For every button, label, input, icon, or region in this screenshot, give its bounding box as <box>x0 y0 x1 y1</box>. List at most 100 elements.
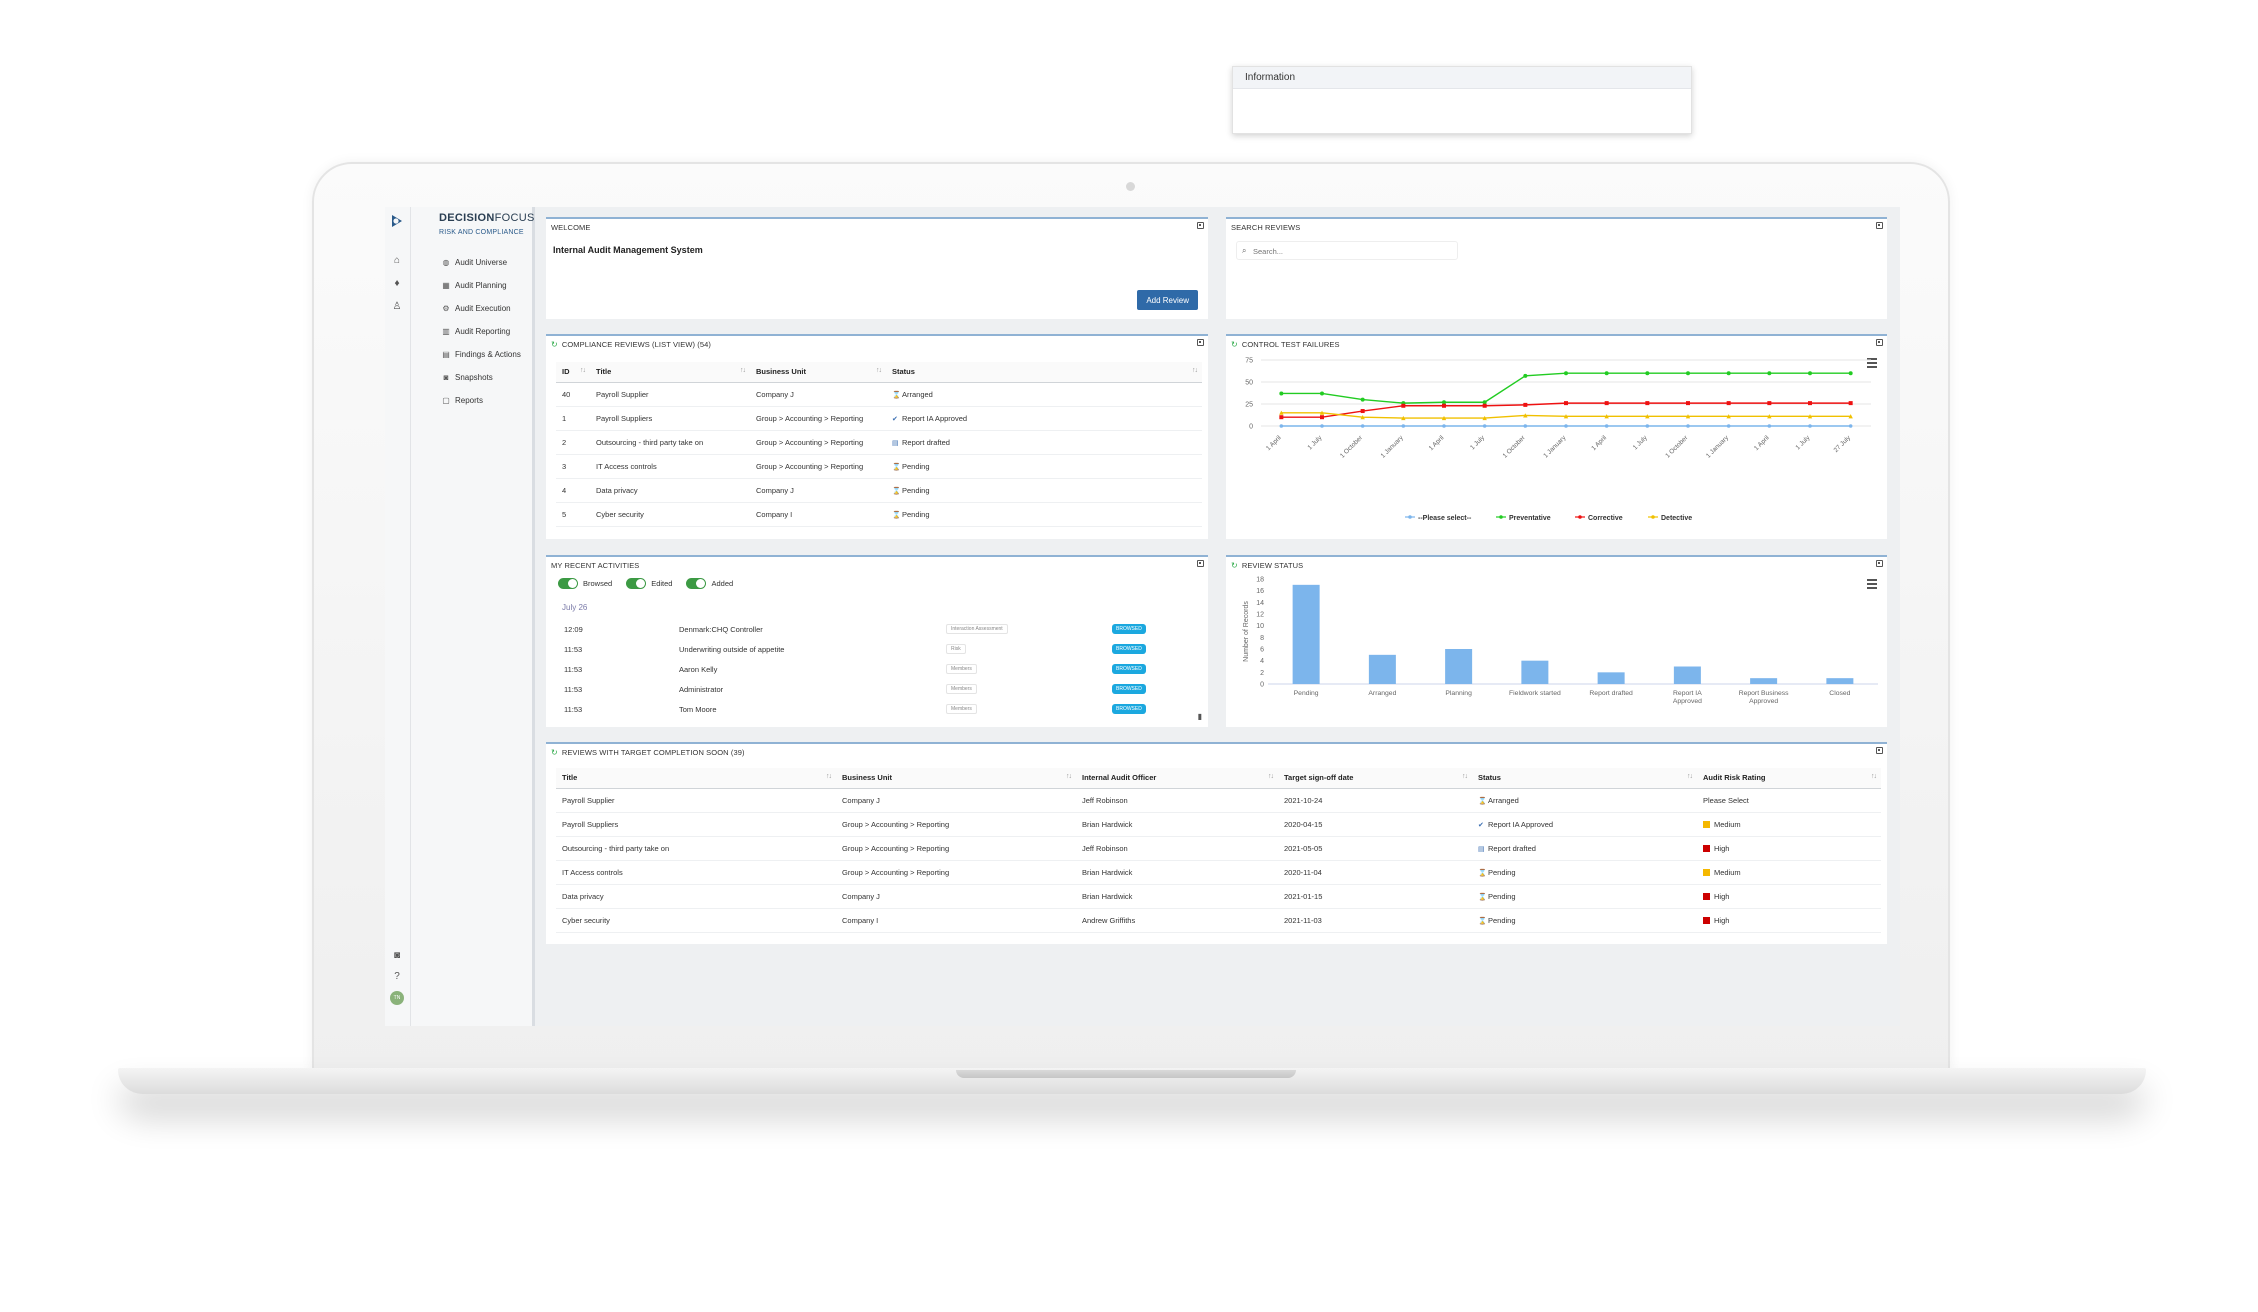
maximize-icon[interactable] <box>1197 222 1204 229</box>
sidebar-item-reports[interactable]: ▢ Reports <box>440 389 555 412</box>
table-row[interactable]: Outsourcing - third party take on Group >… <box>556 836 1881 861</box>
sort-icon[interactable]: ↑↓ <box>876 367 882 374</box>
refresh-icon[interactable]: ↻ <box>551 340 558 349</box>
toggle-edited[interactable]: Edited <box>626 578 672 589</box>
home-icon[interactable]: ⌂ <box>393 255 401 266</box>
search-input[interactable] <box>1253 244 1448 258</box>
information-popup: Information <box>1232 66 1692 134</box>
sort-icon[interactable]: ↑↓ <box>1066 773 1072 780</box>
sidebar-item-snapshots[interactable]: ◙ Snapshots <box>440 366 555 389</box>
data-point <box>1320 391 1324 396</box>
table-row[interactable]: Data privacy Company J Brian Hardwick 2021-… <box>556 884 1881 909</box>
icon-bar: ⌂ ♦ ♙ ◙ ? TN <box>385 207 411 1026</box>
sort-icon[interactable]: ↑↓ <box>580 367 586 374</box>
sort-icon[interactable]: ↑↓ <box>826 773 832 780</box>
table-row[interactable]: 5 Cyber security Company I ⌛Pending <box>556 502 1202 527</box>
refresh-icon[interactable]: ↻ <box>1231 561 1238 570</box>
chart-menu-icon[interactable] <box>1867 579 1877 591</box>
bar <box>1597 672 1625 684</box>
help-icon[interactable]: ? <box>394 971 400 982</box>
table-row[interactable]: 3 IT Access controls Group > Accounting > … <box>556 454 1202 479</box>
toggle-label: Added <box>711 579 734 588</box>
maximize-icon[interactable] <box>1876 747 1883 754</box>
sort-icon[interactable]: ↑↓ <box>1462 773 1468 780</box>
sort-icon[interactable]: ↑↓ <box>1268 773 1274 780</box>
decisionfocus-logo <box>392 215 402 227</box>
trash-icon[interactable]: ▮ <box>1197 712 1202 721</box>
list-item[interactable]: 11:53 Aaron Kelly Members BROWSED <box>564 661 1204 681</box>
panel-title: SEARCH REVIEWS <box>1231 223 1301 232</box>
sidebar-item-findings-actions[interactable]: ▤ Findings & Actions <box>440 343 555 366</box>
column-header[interactable]: Business Unit ↑↓ <box>836 768 1076 789</box>
sort-icon[interactable]: ↑↓ <box>1687 773 1693 780</box>
maximize-icon[interactable] <box>1197 339 1204 346</box>
chart-menu-icon[interactable] <box>1867 358 1877 370</box>
table-row[interactable]: 1 Payroll Suppliers Group > Accounting > R… <box>556 406 1202 431</box>
user-icon[interactable]: ♙ <box>392 301 402 312</box>
table-row[interactable]: 2 Outsourcing - third party take on Group … <box>556 430 1202 455</box>
table-row[interactable]: 4 Data privacy Company J ⌛Pending <box>556 478 1202 503</box>
activity-name[interactable]: Aaron Kelly <box>679 665 718 674</box>
sidebar-item-audit-planning[interactable]: ▦ Audit Planning <box>440 274 555 297</box>
globe-icon: ◍ <box>442 258 450 267</box>
column-header[interactable]: Internal Audit Officer ↑↓ <box>1076 768 1278 789</box>
column-header[interactable]: Business Unit ↑↓ <box>750 362 886 383</box>
cell-id: 5 <box>556 502 590 527</box>
column-header[interactable]: Status ↑↓ <box>1472 768 1697 789</box>
column-header[interactable]: Status ↑↓ <box>886 362 1202 383</box>
table-row[interactable]: Payroll Supplier Company J Jeff Robinson 20… <box>556 788 1881 813</box>
toggle-label: Edited <box>651 579 673 588</box>
camera-icon[interactable]: ◙ <box>393 950 401 961</box>
refresh-icon[interactable]: ↻ <box>1231 340 1238 349</box>
toggle-switch[interactable] <box>686 578 707 589</box>
sort-icon[interactable]: ↑↓ <box>1871 773 1877 780</box>
column-header[interactable]: Audit Risk Rating ↑↓ <box>1697 768 1881 789</box>
toggle-switch[interactable] <box>626 578 647 589</box>
status-pending-icon: ⌛ <box>1478 869 1487 877</box>
table-row[interactable]: Cyber security Company I Andrew Griffiths 2… <box>556 908 1881 933</box>
cell-unit: Company J <box>836 884 1076 909</box>
column-header[interactable]: ID ↑↓ <box>556 362 590 383</box>
column-header[interactable]: Title ↑↓ <box>556 768 836 789</box>
column-header[interactable]: Target sign-off date ↑↓ <box>1278 768 1472 789</box>
list-item[interactable]: 11:53 Tom Moore Members BROWSED <box>564 701 1204 721</box>
list-item[interactable]: 11:53 Administrator Members BROWSED <box>564 681 1204 701</box>
y-tick-label: 0 <box>1249 424 1253 431</box>
refresh-icon[interactable]: ↻ <box>551 748 558 757</box>
activity-name[interactable]: Denmark:CHQ Controller <box>679 625 763 634</box>
maximize-icon[interactable] <box>1197 560 1204 567</box>
cell-title: Outsourcing - third party take on <box>590 430 750 455</box>
maximize-icon[interactable] <box>1876 560 1883 567</box>
x-tick-label: 1 July <box>1469 434 1486 451</box>
activity-name[interactable]: Administrator <box>679 685 724 694</box>
data-point <box>1808 424 1812 428</box>
maximize-icon[interactable] <box>1876 339 1883 346</box>
toggle-added[interactable]: Added <box>686 578 733 589</box>
toggle-browsed[interactable]: Browsed <box>558 578 612 589</box>
activity-name[interactable]: Underwriting outside of appetite <box>679 645 785 654</box>
list-item[interactable]: 12:09 Denmark:CHQ Controller Interaction A… <box>564 621 1204 641</box>
legend-label: Preventative <box>1509 515 1551 522</box>
cell-id: 4 <box>556 478 590 503</box>
bell-icon[interactable]: ♦ <box>394 278 400 289</box>
maximize-icon[interactable] <box>1876 222 1883 229</box>
cell-unit: Company J <box>750 382 886 407</box>
avatar[interactable]: TN <box>390 991 404 1005</box>
table-row[interactable]: IT Access controls Group > Accounting > R… <box>556 860 1881 885</box>
sidebar-item-audit-universe[interactable]: ◍ Audit Universe <box>440 251 555 274</box>
risk-indicator-icon <box>1703 868 1710 876</box>
sidebar-item-audit-execution[interactable]: ⚙ Audit Execution <box>440 297 555 320</box>
table-row[interactable]: Payroll Suppliers Group > Accounting > Re… <box>556 812 1881 837</box>
toggle-switch[interactable] <box>558 578 578 589</box>
column-header[interactable]: Title ↑↓ <box>590 362 750 383</box>
list-item[interactable]: 11:53 Underwriting outside of appetite Ris… <box>564 641 1204 661</box>
activity-name[interactable]: Tom Moore <box>679 705 717 714</box>
table-row[interactable]: 40 Payroll Supplier Company J ⌛Arranged <box>556 382 1202 407</box>
add-review-button[interactable]: Add Review <box>1137 290 1198 310</box>
sort-icon[interactable]: ↑↓ <box>740 367 746 374</box>
sort-icon[interactable]: ↑↓ <box>1192 367 1198 374</box>
data-point <box>1686 424 1690 428</box>
sidebar-item-audit-reporting[interactable]: ▥ Audit Reporting <box>440 320 555 343</box>
control-test-failures-panel: ↻ CONTROL TEST FAILURES 0 25 50 75 1 April 1 J… <box>1226 334 1887 539</box>
status-pending-icon: ⌛ <box>1478 893 1487 901</box>
